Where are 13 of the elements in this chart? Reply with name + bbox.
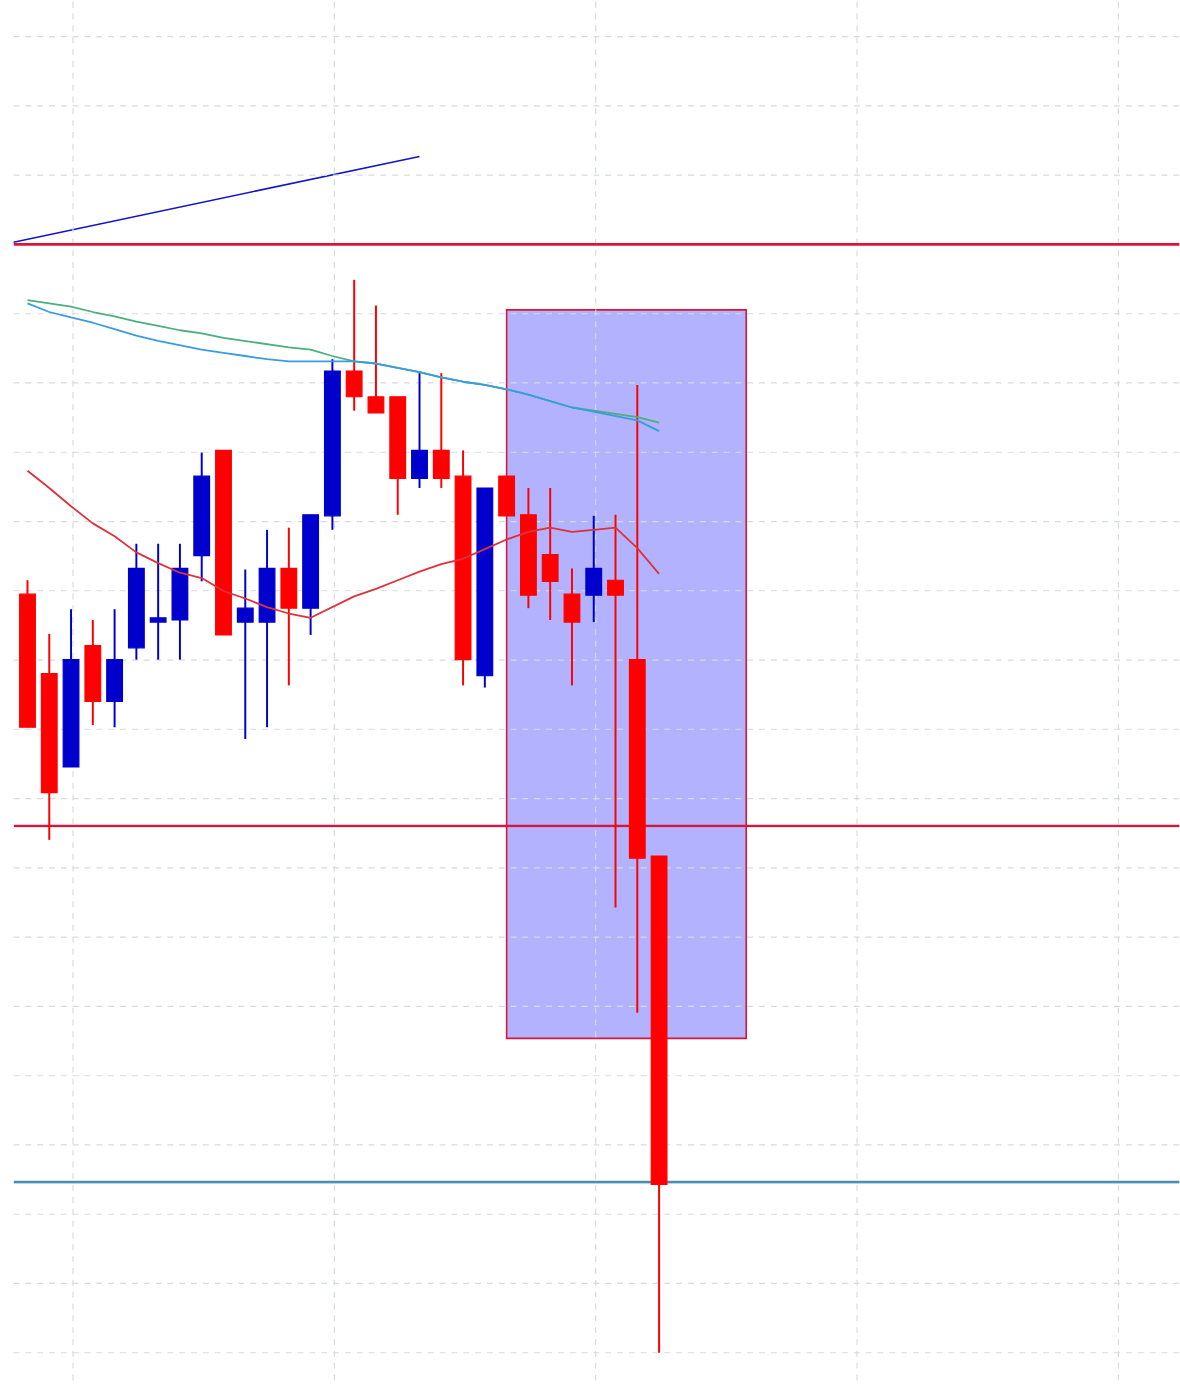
- candlestick: [585, 514, 603, 624]
- candlestick: [367, 304, 385, 414]
- candlestick: [606, 513, 624, 909]
- candlestick: [236, 568, 254, 741]
- candlestick: [280, 526, 298, 687]
- candlestick: [432, 372, 450, 489]
- candlestick: [563, 567, 581, 687]
- candlestick: [106, 608, 123, 729]
- candlestick: [149, 542, 167, 661]
- candlestick: [541, 486, 559, 621]
- candlestick: [498, 475, 515, 517]
- candlestick: [345, 278, 363, 412]
- candlestick: [410, 372, 428, 489]
